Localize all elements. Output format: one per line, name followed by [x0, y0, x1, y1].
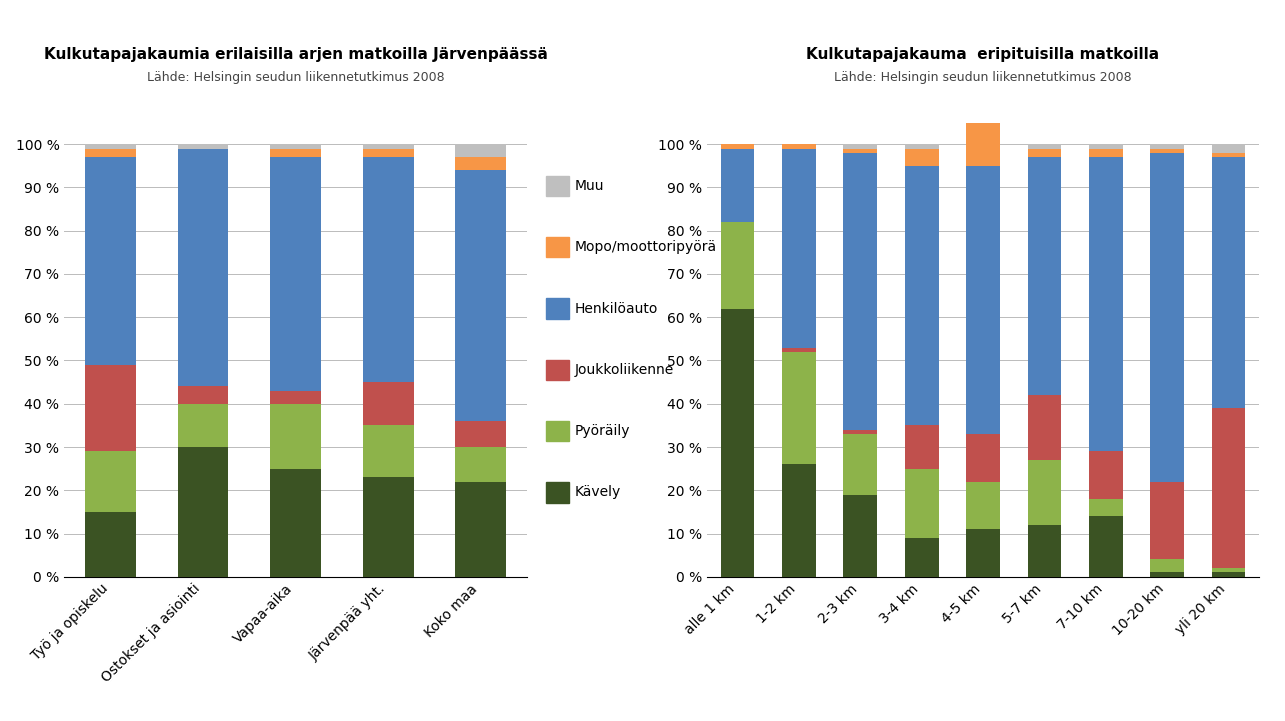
Bar [270, 157, 321, 391]
Text: Kulkutapajakauma  eripituisilla matkoilla: Kulkutapajakauma eripituisilla matkoilla [807, 47, 1159, 61]
Bar [455, 482, 506, 577]
Bar [1028, 144, 1061, 149]
Bar [1212, 157, 1245, 408]
Bar [721, 309, 754, 577]
Bar [1150, 144, 1183, 149]
Bar [1212, 153, 1245, 157]
Text: Lähde: Helsingin seudun liikennetutkimus 2008: Lähde: Helsingin seudun liikennetutkimus… [834, 71, 1132, 84]
Bar [270, 469, 321, 577]
Bar [85, 451, 136, 512]
Bar [177, 144, 229, 149]
Bar [721, 222, 754, 309]
Bar [177, 447, 229, 577]
Bar [905, 166, 938, 425]
Bar [966, 482, 1000, 529]
Bar [177, 386, 229, 404]
Bar [1088, 499, 1123, 516]
Bar [177, 149, 229, 386]
Text: Joukkoliikenne: Joukkoliikenne [574, 363, 673, 377]
Text: Kulkutapajakaumia erilaisilla arjen matkoilla Järvenpäässä: Kulkutapajakaumia erilaisilla arjen matk… [44, 47, 547, 61]
Bar [455, 421, 506, 447]
Bar [362, 144, 414, 149]
Bar [1088, 157, 1123, 451]
Bar [1028, 149, 1061, 157]
Bar [966, 166, 1000, 434]
Bar [1212, 568, 1245, 572]
Bar [1028, 460, 1061, 525]
Bar [905, 144, 938, 149]
Bar [1028, 395, 1061, 460]
Bar [843, 144, 878, 149]
Bar [905, 538, 938, 577]
Bar [783, 149, 816, 348]
Bar [1212, 144, 1245, 153]
Bar [85, 144, 136, 149]
Bar [783, 144, 816, 149]
Bar [843, 153, 878, 430]
Bar [783, 352, 816, 464]
Bar [1150, 482, 1183, 559]
Bar [905, 425, 938, 469]
Bar [85, 157, 136, 365]
Bar [843, 430, 878, 434]
Text: Muu: Muu [574, 179, 604, 193]
Bar [362, 157, 414, 382]
Bar [1150, 149, 1183, 153]
Bar [1028, 157, 1061, 395]
Bar [362, 425, 414, 477]
Bar [721, 149, 754, 222]
Bar [1088, 144, 1123, 149]
Bar [966, 434, 1000, 482]
Bar [843, 434, 878, 495]
Bar [843, 495, 878, 577]
Bar [1150, 572, 1183, 577]
Text: Mopo/moottoripyörä: Mopo/moottoripyörä [574, 240, 717, 255]
Bar [1088, 149, 1123, 157]
Bar [721, 144, 754, 149]
Bar [455, 170, 506, 421]
Bar [362, 149, 414, 157]
Bar [85, 512, 136, 577]
Bar [270, 144, 321, 149]
Bar [270, 149, 321, 157]
Bar [905, 149, 938, 166]
Bar [362, 382, 414, 425]
Bar [1028, 525, 1061, 577]
Text: Pyöräily: Pyöräily [574, 424, 630, 438]
Bar [843, 149, 878, 153]
Bar [455, 157, 506, 170]
Bar [783, 348, 816, 352]
Bar [270, 391, 321, 404]
Bar [85, 149, 136, 157]
Bar [783, 464, 816, 577]
Bar [1212, 572, 1245, 577]
Bar [177, 404, 229, 447]
Bar [1150, 559, 1183, 572]
Bar [455, 447, 506, 482]
Bar [1212, 408, 1245, 568]
Bar [966, 123, 1000, 166]
Bar [362, 477, 414, 577]
Text: Lähde: Helsingin seudun liikennetutkimus 2008: Lähde: Helsingin seudun liikennetutkimus… [146, 71, 445, 84]
Text: Henkilöauto: Henkilöauto [574, 301, 658, 316]
Bar [905, 469, 938, 538]
Bar [85, 365, 136, 451]
Bar [966, 529, 1000, 577]
Text: Kävely: Kävely [574, 485, 621, 500]
Bar [1088, 451, 1123, 499]
Bar [455, 144, 506, 157]
Bar [1150, 153, 1183, 482]
Bar [270, 404, 321, 469]
Bar [1088, 516, 1123, 577]
